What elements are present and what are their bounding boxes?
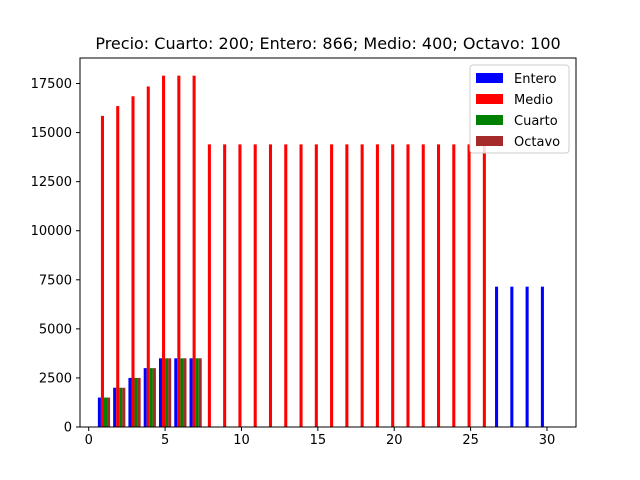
bar-entero-28 [510,286,514,427]
bar-medio-24 [452,144,456,428]
y-tick-label-17500: 17500 [31,77,72,92]
bars-group [97,75,544,428]
y-tick-label-5000: 5000 [39,322,72,337]
bar-entero-3 [128,377,132,427]
bar-medio-26 [482,144,486,428]
bar-medio-2 [116,106,120,427]
bar-entero-29 [525,286,529,427]
bar-cuarto-6 [180,358,184,427]
x-tick-label-5: 5 [161,433,169,448]
bar-octavo-1 [107,397,111,427]
bar-octavo-6 [183,358,187,427]
bar-medio-10 [238,144,242,428]
y-tick-label-0: 0 [64,421,72,436]
bar-medio-5 [162,75,166,427]
x-tick-label-0: 0 [85,433,93,448]
bar-cuarto-1 [103,397,108,427]
y-tick-label-15000: 15000 [31,126,72,141]
bar-entero-4 [143,368,147,427]
bar-medio-25 [467,144,471,428]
bar-entero-27 [495,286,499,427]
bar-entero-2 [113,387,117,427]
x-tick-label-20: 20 [386,433,403,448]
bar-octavo-4 [152,368,156,427]
bar-medio-11 [253,144,257,428]
legend-box [469,64,570,154]
legend-label-cuarto: Cuarto [514,114,558,129]
y-tick-label-7500: 7500 [39,273,72,288]
bar-medio-19 [375,144,379,428]
x-tick-label-25: 25 [462,433,479,448]
bar-octavo-3 [137,377,141,427]
legend-label-entero: Entero [514,72,557,87]
legend-swatch-cuarto [476,115,503,125]
legend-swatch-entero [476,73,503,83]
legend: Entero Medio Cuarto Octavo [469,64,570,154]
bar-medio-7 [192,75,196,427]
bar-cuarto-5 [165,358,169,427]
legend-swatch-octavo [476,136,503,146]
bar-cuarto-7 [195,358,199,427]
x-tick-label-10: 10 [233,433,250,448]
bar-medio-6 [177,75,181,427]
legend-swatch-medio [476,94,503,104]
bar-cuarto-4 [149,368,153,427]
bar-medio-22 [421,144,425,428]
bar-entero-7 [189,358,193,427]
bar-medio-21 [406,144,410,428]
bar-medio-1 [100,115,104,428]
bar-entero-1 [97,397,101,427]
bar-medio-16 [330,144,334,428]
x-tick-label-30: 30 [539,433,556,448]
bar-medio-13 [284,144,288,428]
bar-medio-23 [436,144,441,428]
bar-octavo-7 [198,358,202,427]
bar-medio-9 [223,144,227,428]
bar-medio-14 [299,144,303,428]
x-tick-label-15: 15 [310,433,327,448]
bar-medio-3 [131,96,135,428]
y-tick-label-10000: 10000 [31,224,72,239]
legend-label-medio: Medio [514,93,553,108]
bar-medio-15 [314,144,318,428]
bar-cuarto-3 [134,377,138,427]
bar-medio-17 [345,144,349,428]
bar-entero-6 [174,358,178,427]
bar-entero-30 [540,286,544,427]
chart-title: Precio: Cuarto: 200; Entero: 866; Medio:… [95,34,560,53]
bar-octavo-2 [122,387,126,427]
bar-medio-12 [268,144,273,428]
y-tick-label-12500: 12500 [31,175,72,190]
legend-label-octavo: Octavo [514,135,560,150]
bar-medio-18 [360,144,364,428]
bar-medio-20 [391,144,395,428]
bar-medio-4 [146,86,150,428]
plot-frame [79,57,577,428]
bar-entero-5 [158,358,163,427]
y-tick-label-2500: 2500 [39,371,72,386]
axes-group: 0 5 10 15 20 25 30 0 2500 5000 7500 10000 12500 15000… [31,57,577,448]
bar-cuarto-2 [119,387,123,427]
bar-medio-8 [207,144,211,428]
bar-octavo-5 [168,358,172,427]
